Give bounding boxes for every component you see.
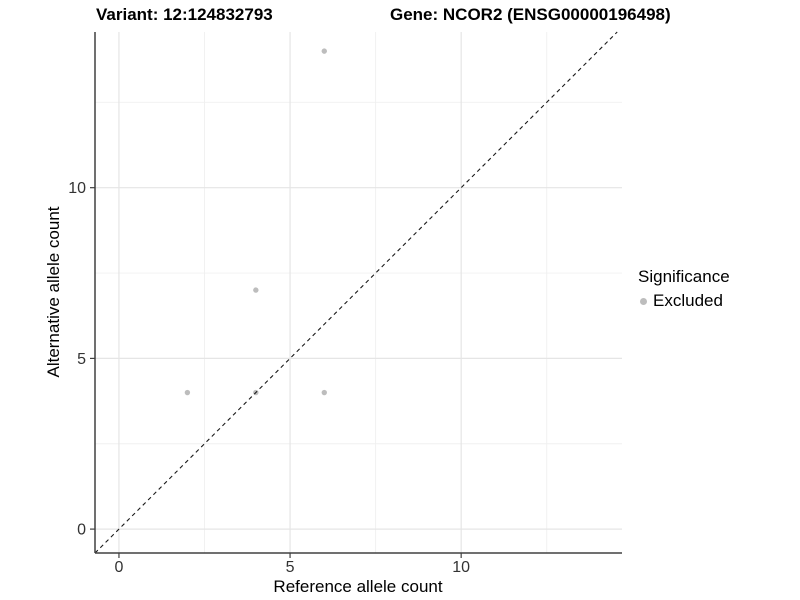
variant-title: Variant: 12:124832793 xyxy=(96,5,273,24)
data-point xyxy=(184,389,191,396)
legend-title: Significance xyxy=(638,267,730,286)
y-tick-label: 0 xyxy=(77,522,86,539)
data-point xyxy=(321,48,327,54)
x-tick-label: 5 xyxy=(286,559,295,576)
identity-line xyxy=(94,31,618,554)
x-tick-label: 0 xyxy=(115,559,124,576)
legend: Significance Excluded xyxy=(638,267,730,311)
x-axis-label: Reference allele count xyxy=(273,577,443,596)
gene-title: Gene: NCOR2 (ENSG00000196498) xyxy=(390,5,671,24)
legend-point-icon xyxy=(640,297,647,305)
y-tick-label: 10 xyxy=(68,180,86,197)
x-tick-label: 10 xyxy=(452,559,470,576)
y-axis-label: Alternative allele count xyxy=(44,206,63,378)
data-point xyxy=(321,389,327,396)
y-tick-label: 5 xyxy=(77,351,86,368)
legend-item-label: Excluded xyxy=(653,291,723,310)
legend-item-excluded: Excluded xyxy=(638,291,730,311)
data-point xyxy=(253,287,259,293)
